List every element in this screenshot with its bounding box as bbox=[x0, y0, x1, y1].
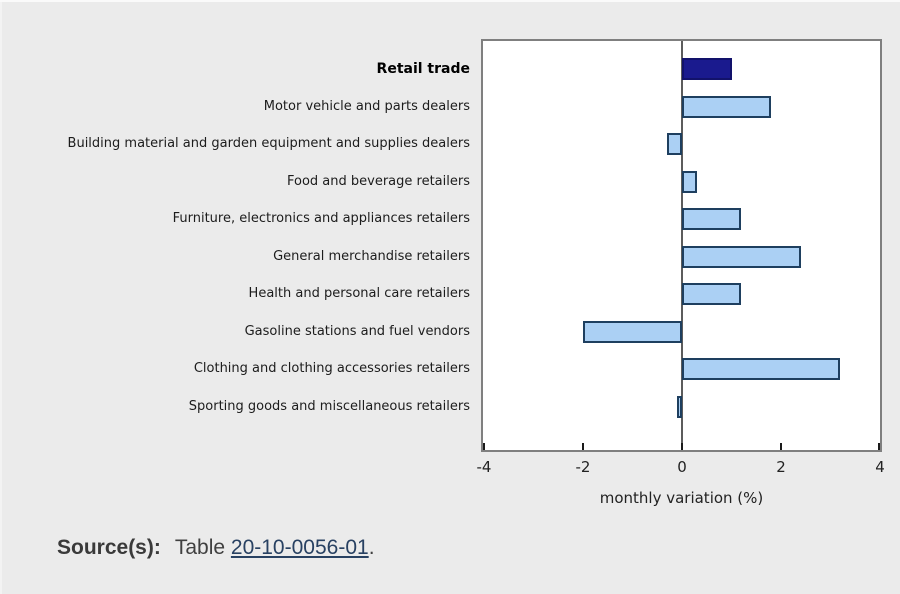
bar-building-material-and-garden-equipment-and-supplies-dealers bbox=[667, 133, 682, 155]
x-tick-label: -4 bbox=[476, 458, 492, 476]
x-axis-tick bbox=[483, 443, 485, 450]
bar-retail-trade bbox=[682, 58, 732, 80]
x-axis-tick bbox=[780, 443, 782, 450]
source-line: Source(s): Table 20-10-0056-01. bbox=[57, 536, 375, 560]
source-label: Source(s): bbox=[57, 536, 161, 559]
category-label-building-material-and-garden-equipment-and-supplies-dealers: Building material and garden equipment a… bbox=[67, 136, 470, 151]
bar-clothing-and-clothing-accessories-retailers bbox=[682, 358, 841, 380]
source-suffix-text: . bbox=[368, 536, 375, 559]
x-axis-tick bbox=[681, 443, 683, 450]
x-axis-tick bbox=[582, 443, 584, 450]
source-prefix-text: Table bbox=[174, 536, 231, 559]
bar-motor-vehicle-and-parts-dealers bbox=[682, 95, 772, 118]
x-axis-title: monthly variation (%) bbox=[599, 489, 764, 507]
category-label-general-merchandise-retailers: General merchandise retailers bbox=[273, 248, 470, 264]
x-tick-label: 4 bbox=[875, 458, 885, 476]
bar-sporting-goods-and-miscellaneous-retailers bbox=[677, 395, 682, 418]
category-label-gasoline-stations-and-fuel-vendors: Gasoline stations and fuel vendors bbox=[244, 323, 470, 339]
category-label-health-and-personal-care-retailers: Health and personal care retailers bbox=[248, 286, 470, 301]
bar-general-merchandise-retailers bbox=[682, 245, 801, 268]
category-label-furniture-electronics-and-appliances-retailers: Furniture, electronics and appliances re… bbox=[172, 211, 470, 226]
bar-gasoline-stations-and-fuel-vendors bbox=[583, 320, 682, 343]
x-tick-label: 0 bbox=[677, 458, 687, 476]
bar-food-and-beverage-retailers bbox=[682, 170, 697, 193]
x-axis-tick bbox=[878, 443, 880, 450]
category-label-motor-vehicle-and-parts-dealers: Motor vehicle and parts dealers bbox=[263, 98, 470, 114]
bar-health-and-personal-care-retailers bbox=[682, 283, 742, 305]
category-label-clothing-and-clothing-accessories-retailers: Clothing and clothing accessories retail… bbox=[193, 361, 470, 376]
category-label-sporting-goods-and-miscellaneous-retailers: Sporting goods and miscellaneous retaile… bbox=[188, 398, 470, 414]
bar-furniture-electronics-and-appliances-retailers bbox=[682, 208, 742, 230]
plot-area bbox=[481, 39, 882, 452]
x-tick-label: -2 bbox=[575, 458, 591, 476]
source-table-link[interactable]: 20-10-0056-01 bbox=[230, 536, 369, 559]
category-label-retail-trade: Retail trade bbox=[376, 61, 470, 77]
category-label-food-and-beverage-retailers: Food and beverage retailers bbox=[287, 173, 470, 189]
x-tick-label: 2 bbox=[776, 458, 786, 476]
